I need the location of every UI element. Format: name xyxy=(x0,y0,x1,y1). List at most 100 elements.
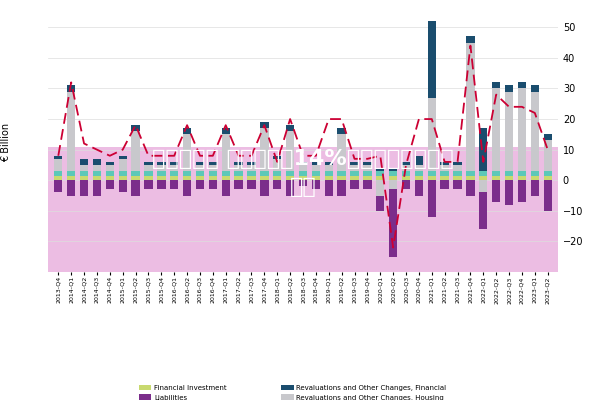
Bar xyxy=(337,180,346,196)
Bar xyxy=(54,180,62,192)
Bar xyxy=(325,176,333,180)
Bar xyxy=(93,180,101,196)
Bar xyxy=(337,128,346,134)
Bar xyxy=(466,180,475,196)
Bar xyxy=(260,128,269,171)
Bar xyxy=(376,171,385,176)
Bar xyxy=(54,176,62,180)
Bar xyxy=(209,165,217,171)
Bar xyxy=(311,165,320,171)
Bar xyxy=(299,180,307,186)
Bar xyxy=(479,171,487,176)
Bar xyxy=(530,92,539,171)
Bar xyxy=(119,159,127,171)
Bar xyxy=(389,176,397,180)
Bar xyxy=(299,176,307,180)
Bar xyxy=(530,180,539,196)
Bar xyxy=(544,176,552,180)
Bar xyxy=(363,165,371,171)
Bar xyxy=(209,176,217,180)
Bar xyxy=(235,165,243,171)
Bar xyxy=(80,171,88,176)
Bar xyxy=(505,92,513,171)
Bar xyxy=(415,176,423,180)
Bar xyxy=(260,176,269,180)
Bar xyxy=(402,165,410,171)
Bar xyxy=(286,176,295,180)
Bar xyxy=(325,165,333,171)
Bar xyxy=(170,180,178,190)
Bar xyxy=(325,180,333,196)
Bar xyxy=(67,176,76,180)
Bar xyxy=(247,162,256,165)
Bar xyxy=(492,176,500,180)
Bar xyxy=(505,86,513,92)
Bar xyxy=(106,171,114,176)
Bar xyxy=(350,162,359,165)
Bar xyxy=(196,176,204,180)
Bar xyxy=(80,180,88,196)
Bar xyxy=(530,176,539,180)
Bar xyxy=(325,162,333,165)
Bar xyxy=(247,171,256,176)
Bar xyxy=(54,171,62,176)
Bar xyxy=(157,176,166,180)
Bar xyxy=(440,162,449,165)
Bar xyxy=(157,171,166,176)
Bar xyxy=(415,165,423,171)
Bar xyxy=(144,180,152,190)
Bar xyxy=(337,134,346,171)
Bar xyxy=(466,171,475,176)
Bar xyxy=(350,171,359,176)
Bar xyxy=(48,146,558,272)
Bar xyxy=(505,180,513,205)
Bar xyxy=(440,176,449,180)
Bar xyxy=(221,128,230,134)
Bar xyxy=(80,159,88,165)
Bar xyxy=(363,171,371,176)
Bar xyxy=(337,176,346,180)
Bar xyxy=(54,159,62,171)
Bar xyxy=(454,176,462,180)
Bar xyxy=(299,165,307,171)
Bar xyxy=(518,88,526,171)
Bar xyxy=(544,180,552,211)
Bar xyxy=(183,176,191,180)
Bar xyxy=(389,171,397,176)
Bar xyxy=(119,180,127,192)
Bar xyxy=(518,171,526,176)
Bar xyxy=(106,180,114,190)
Bar xyxy=(235,176,243,180)
Bar xyxy=(440,180,449,190)
Bar xyxy=(311,176,320,180)
Bar xyxy=(209,180,217,190)
Bar xyxy=(67,171,76,176)
Bar xyxy=(67,92,76,171)
Bar xyxy=(80,165,88,171)
Bar xyxy=(93,165,101,171)
Bar xyxy=(492,82,500,88)
Bar xyxy=(518,82,526,88)
Bar xyxy=(170,165,178,171)
Bar xyxy=(530,86,539,92)
Y-axis label: € Billion: € Billion xyxy=(1,122,11,162)
Bar xyxy=(389,190,397,257)
Bar xyxy=(273,156,281,159)
Bar xyxy=(131,171,140,176)
Bar xyxy=(209,171,217,176)
Bar xyxy=(544,171,552,176)
Bar xyxy=(376,176,385,180)
Bar xyxy=(286,180,295,196)
Bar xyxy=(196,162,204,165)
Bar xyxy=(402,162,410,165)
Bar xyxy=(273,171,281,176)
Bar xyxy=(505,176,513,180)
Bar xyxy=(325,171,333,176)
Bar xyxy=(454,162,462,165)
Bar xyxy=(376,196,385,211)
Bar xyxy=(260,180,269,196)
Bar xyxy=(54,156,62,159)
Bar xyxy=(183,128,191,134)
Bar xyxy=(363,180,371,190)
Bar xyxy=(350,180,359,190)
